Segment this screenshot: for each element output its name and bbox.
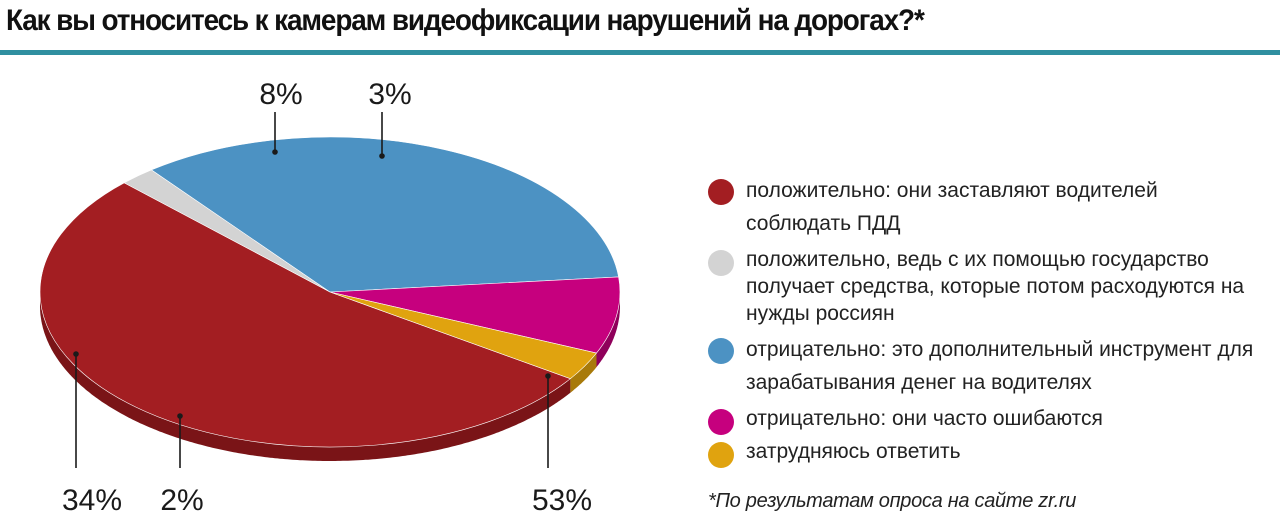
footnote: *По результатам опроса на сайте zr.ru: [708, 490, 1077, 512]
leader-dot: [379, 153, 385, 159]
leader-dot: [545, 373, 551, 379]
legend-label: затрудняюсь ответить: [746, 440, 961, 463]
pie-slice: [329, 276, 621, 354]
slice-value-label: 3%: [368, 78, 411, 111]
legend-label: положительно, ведь с их помощью государс…: [746, 248, 1245, 325]
legend-item: положительно: они заставляют водителей с…: [708, 174, 1268, 240]
pie-slice-side: [570, 353, 597, 393]
slice-value-label: 8%: [259, 78, 302, 111]
leader-dot: [272, 149, 278, 155]
pie-side-group: [40, 292, 620, 461]
legend-swatch: [708, 338, 734, 364]
leader-dot: [73, 351, 79, 357]
legend-label: отрицательно: они часто ошибаются: [746, 407, 1103, 430]
legend-item: затрудняюсь ответить: [708, 438, 1268, 468]
pie-label-group: 53% 2% 34% 8% 3%: [62, 78, 592, 517]
pie-slice: [39, 182, 572, 448]
legend-label: отрицательно: это дополнительный инструм…: [746, 338, 1254, 394]
legend-swatch: [708, 250, 734, 276]
legend-swatch: [708, 179, 734, 205]
pie-slice: [329, 291, 598, 380]
legend-item: положительно, ведь с их помощью государс…: [708, 246, 1268, 327]
pie-leader-group: [73, 112, 551, 468]
legend-swatch: [708, 442, 734, 468]
pie-top-group: [39, 136, 621, 448]
legend: положительно: они заставляют водителей с…: [708, 174, 1268, 471]
leader-dot: [177, 413, 183, 419]
chart-title: Как вы относитесь к камерам видеофиксаци…: [6, 4, 925, 37]
legend-item: отрицательно: это дополнительный инструм…: [708, 333, 1268, 399]
pie-slice-side: [596, 293, 620, 368]
slice-value-label: 34%: [62, 484, 122, 517]
slice-value-label: 2%: [160, 484, 203, 517]
legend-swatch: [708, 409, 734, 435]
title-underline: [0, 50, 1280, 55]
slice-value-label: 53%: [532, 484, 592, 517]
legend-item: отрицательно: они часто ошибаются: [708, 405, 1268, 435]
legend-label: положительно: они заставляют водителей с…: [746, 179, 1158, 235]
pie-slice: [150, 136, 619, 293]
